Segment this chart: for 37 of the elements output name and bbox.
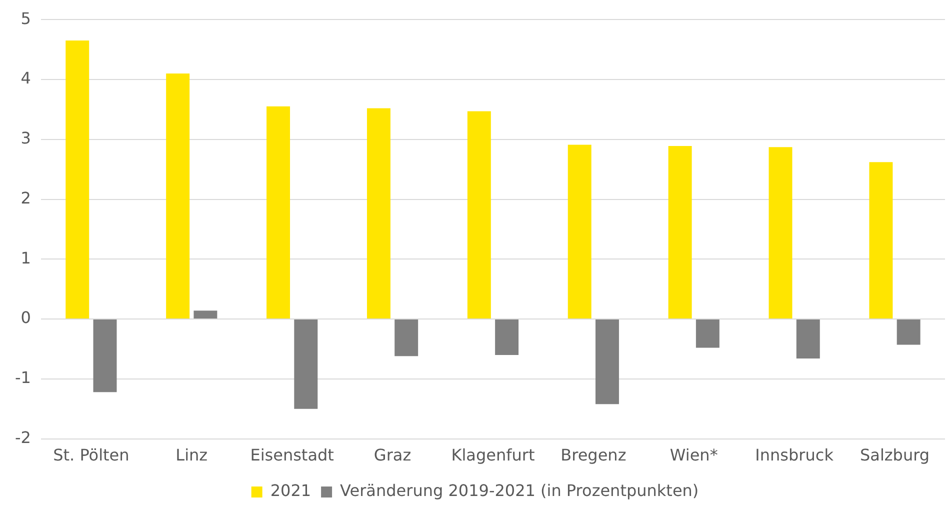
bar xyxy=(668,146,692,319)
bar xyxy=(495,320,519,355)
y-tick-label: 0 xyxy=(20,308,31,328)
bar xyxy=(266,106,290,319)
y-tick-label: 4 xyxy=(20,68,31,88)
y-tick-label: 5 xyxy=(20,8,31,28)
x-tick-label: Klagenfurt xyxy=(451,446,535,465)
bar xyxy=(896,320,920,345)
bar xyxy=(568,144,592,319)
bar xyxy=(366,108,390,319)
bar xyxy=(596,320,619,404)
y-tick-label: 1 xyxy=(20,248,31,268)
bar xyxy=(394,320,418,356)
y-tick-label: -1 xyxy=(15,368,31,388)
y-tick-label: 3 xyxy=(20,128,31,148)
legend-label: Veränderung 2019-2021 (in Prozentpunkten) xyxy=(340,481,699,500)
bar xyxy=(66,40,90,319)
legend-label: 2021 xyxy=(270,481,312,500)
bar xyxy=(166,73,190,319)
x-tick-label: Graz xyxy=(374,446,412,465)
bar xyxy=(696,320,720,348)
bar xyxy=(796,320,820,359)
bar xyxy=(194,310,218,319)
bar xyxy=(93,320,117,392)
x-tick-label: St. Pölten xyxy=(53,446,130,465)
bar xyxy=(294,320,318,409)
x-tick-label: Salzburg xyxy=(860,446,930,465)
x-tick-label: Eisenstadt xyxy=(250,446,334,465)
x-tick-label: Innsbruck xyxy=(755,446,834,465)
bar xyxy=(467,111,491,319)
x-tick-label: Wien* xyxy=(670,446,718,465)
bar xyxy=(869,162,893,319)
x-tick-label: Linz xyxy=(176,446,208,465)
y-tick-label: -2 xyxy=(15,428,31,447)
bar xyxy=(768,147,792,319)
x-tick-label: Bregenz xyxy=(560,446,626,465)
y-tick-label: 2 xyxy=(20,188,31,208)
